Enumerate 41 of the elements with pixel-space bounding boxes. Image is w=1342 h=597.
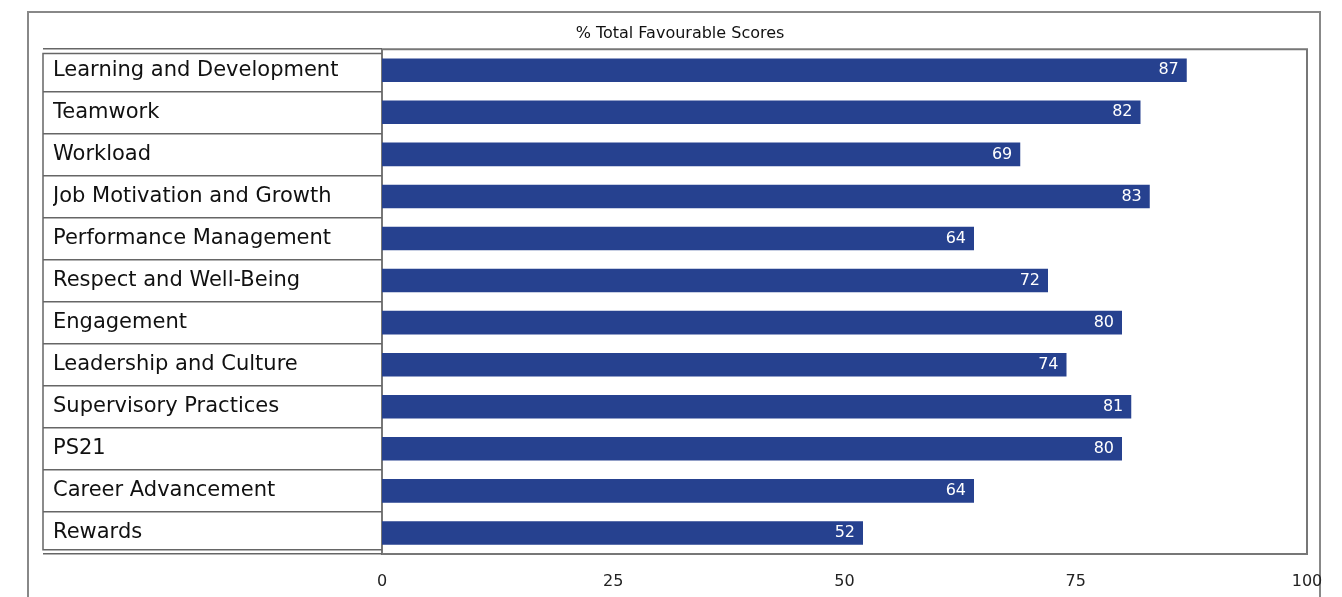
x-tick-label: 25	[603, 570, 624, 590]
data-label: 52	[834, 522, 855, 542]
bar	[382, 184, 1150, 209]
x-tick-label: 100	[1291, 570, 1323, 590]
x-tick-label: 75	[1065, 570, 1086, 590]
data-label: 64	[945, 480, 966, 500]
data-label: 72	[1019, 269, 1040, 289]
bar	[382, 142, 1021, 167]
data-label: 74	[1038, 353, 1059, 373]
y-tick-label: Respect and Well-Being	[53, 267, 301, 292]
y-tick-label: Rewards	[53, 519, 143, 544]
bar	[382, 268, 1048, 293]
x-tick-label: 0	[376, 570, 388, 590]
chart-title: % Total Favourable Scores	[575, 22, 785, 42]
x-tick-label: 50	[834, 570, 855, 590]
bar	[382, 394, 1132, 419]
bar	[382, 100, 1141, 125]
bar	[382, 521, 863, 545]
y-tick-label: Engagement	[53, 309, 187, 334]
data-label: 80	[1093, 437, 1114, 457]
data-label: 87	[1158, 59, 1179, 79]
bar	[382, 226, 974, 251]
bar	[382, 352, 1067, 377]
y-tick-label: Workload	[53, 140, 152, 165]
y-tick-label: Teamwork	[52, 98, 161, 123]
data-label: 69	[991, 143, 1013, 163]
bar	[382, 479, 974, 503]
data-label: 80	[1093, 311, 1114, 331]
data-label: 82	[1112, 101, 1133, 121]
data-label: 64	[945, 227, 966, 247]
y-tick-label: Career Advancement	[53, 477, 276, 502]
data-label: 81	[1102, 395, 1124, 415]
bar	[382, 310, 1122, 335]
y-tick-label: Performance Management	[53, 224, 332, 249]
y-tick-label: PS21	[53, 435, 106, 460]
bar	[382, 437, 1122, 461]
bar	[382, 58, 1187, 83]
data-label: 83	[1121, 185, 1142, 205]
y-tick-label: Supervisory Practices	[53, 393, 280, 418]
y-tick-label: Learning and Development	[53, 56, 339, 81]
y-tick-label: Leadership and Culture	[53, 351, 298, 376]
